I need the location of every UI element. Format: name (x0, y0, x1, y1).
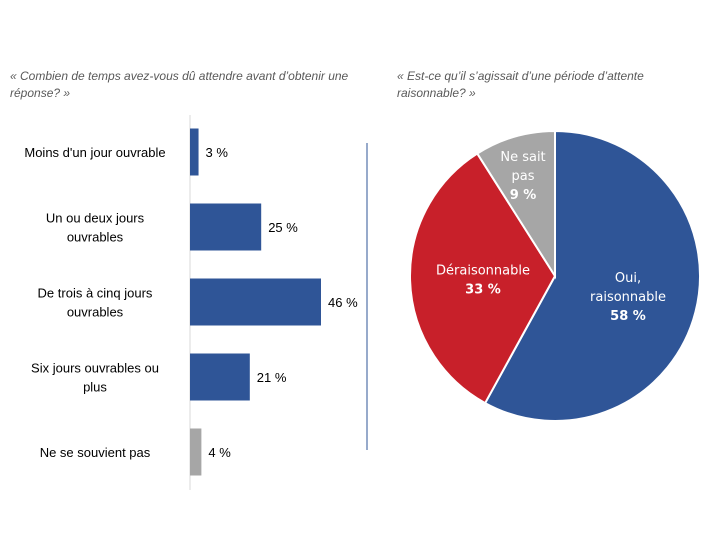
pie-slice-label: Déraisonnable 33 % (436, 264, 530, 298)
bar-chart: 3 % Moins d'un jour ouvrable 25 % Un ou deu… (24, 115, 358, 490)
pie-chart-title: « Est-ce qu’il s’agissait d’une période … (397, 69, 644, 100)
category-label: Ne se souvient pas (40, 445, 151, 460)
bar (190, 278, 321, 326)
bar (190, 353, 250, 401)
bar-data-label: 3 % (206, 145, 229, 160)
bar (190, 128, 199, 176)
category-label: Six jours ouvrables ou plus (31, 361, 159, 395)
pie-slice-label: Ne sait pas 9 % (500, 150, 545, 203)
bar-data-label: 46 % (328, 295, 358, 310)
bar (190, 428, 202, 476)
pie-slice (475, 129, 556, 280)
bar-data-label: 25 % (268, 220, 298, 235)
pie-slice-label: Oui, raisonnable 58 % (590, 271, 666, 324)
bar-data-label: 4 % (208, 445, 231, 460)
category-label: Moins d'un jour ouvrable (24, 145, 165, 160)
bar-chart-title: « Combien de temps avez-vous dû attendre… (10, 69, 349, 100)
bar-data-label: 21 % (257, 370, 287, 385)
bar (190, 203, 262, 251)
category-label: Un ou deux jours ouvrables (46, 211, 145, 245)
pie-slice (409, 152, 557, 405)
category-label: De trois à cinq jours ouvrables (38, 286, 153, 320)
pie-slice (483, 129, 701, 422)
